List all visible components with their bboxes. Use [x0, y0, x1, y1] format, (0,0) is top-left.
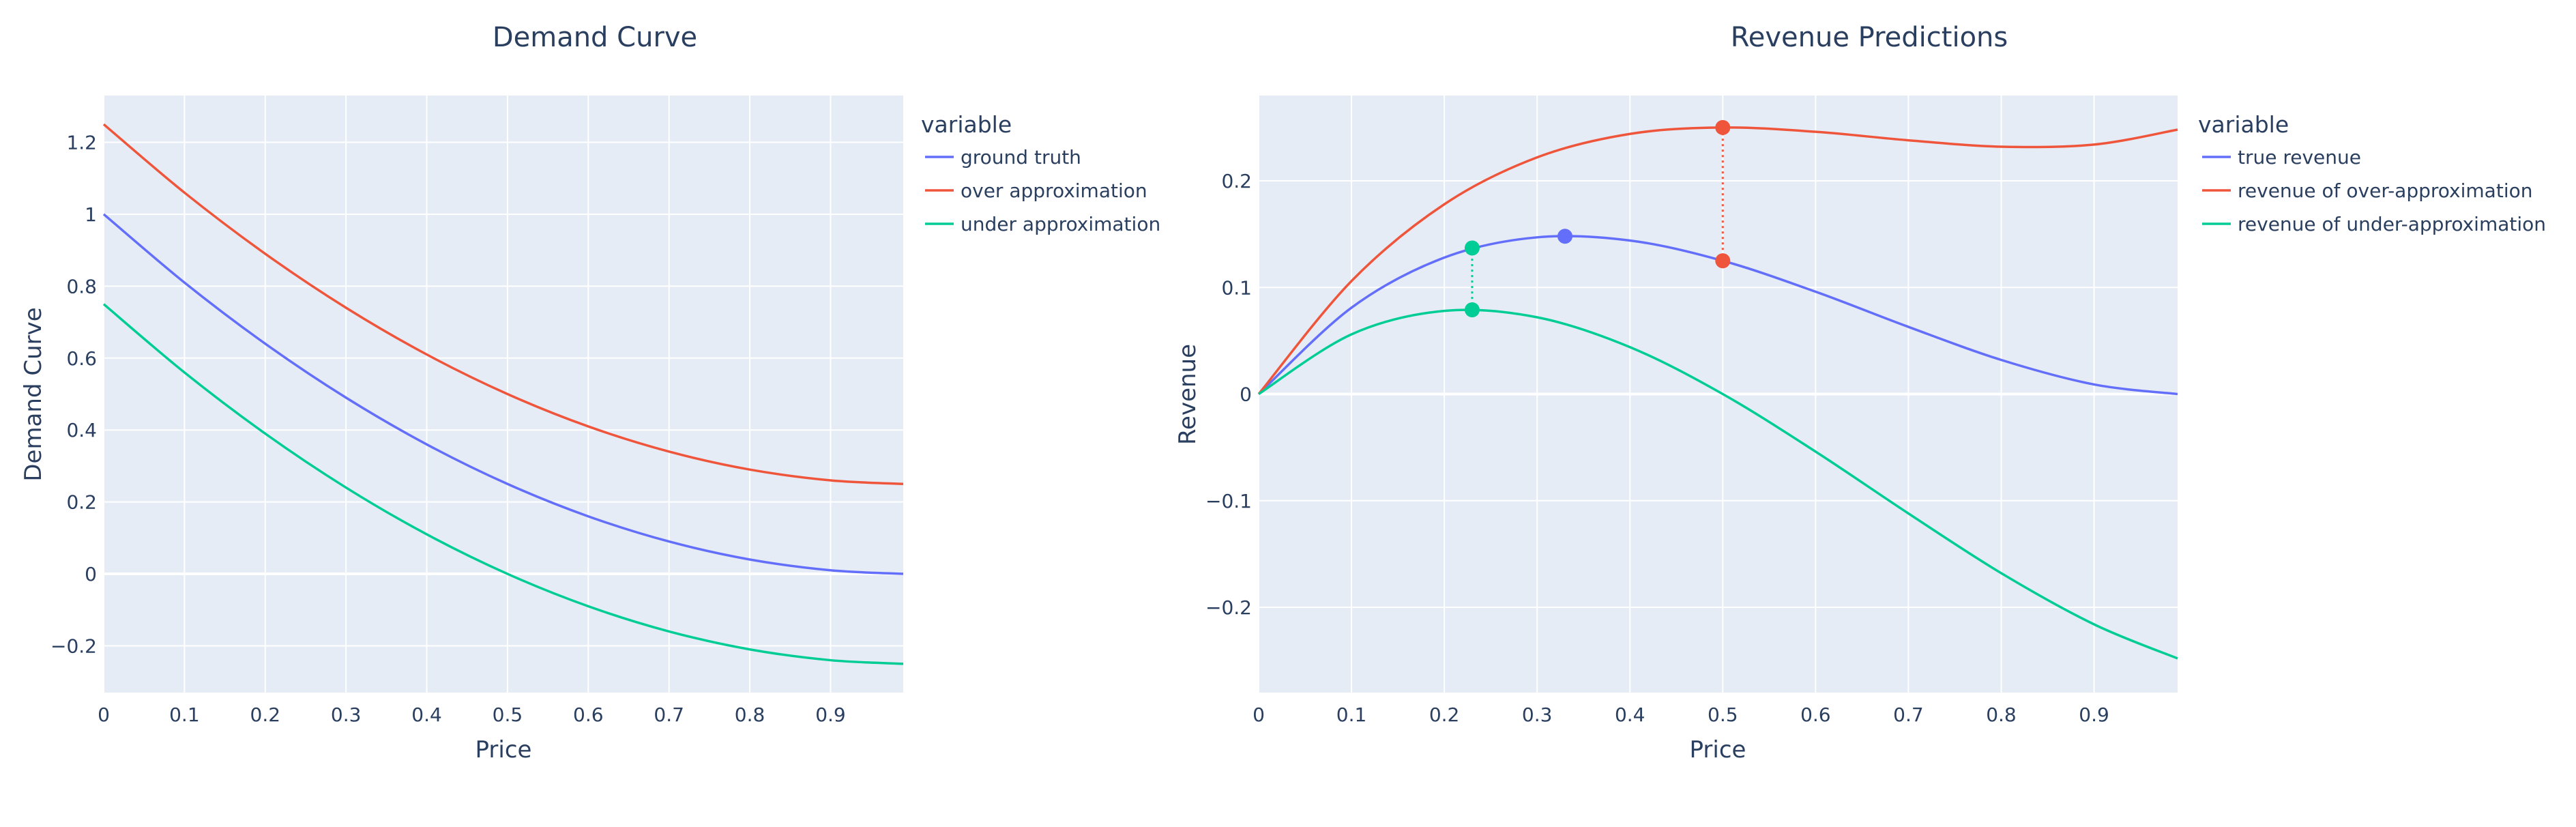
gridlines [103, 96, 903, 693]
legend-label: true revenue [2238, 146, 2361, 169]
y-tick-label: 0.6 [66, 347, 97, 370]
y-tick-labels: −0.2 −0.1 0 0.1 0.2 [1205, 170, 1252, 619]
x-tick-label: 0.9 [2079, 703, 2109, 726]
y-tick-label: 0 [1240, 383, 1252, 406]
legend: variable ground truth over approximation u… [921, 111, 1160, 235]
x-tick-labels: 0 0.1 0.2 0.3 0.4 0.5 0.6 0.7 0.8 0.9 [1253, 703, 2109, 726]
y-axis-title: Revenue [1174, 344, 1201, 445]
legend-item[interactable]: ground truth [925, 146, 1081, 169]
y-tick-label: −0.1 [1205, 490, 1252, 512]
point-marker [1557, 229, 1572, 244]
x-tick-label: 0.7 [1893, 703, 1924, 726]
legend-item[interactable]: revenue of under-approximation [2202, 213, 2546, 235]
y-tick-label: 0.4 [66, 419, 97, 441]
legend-title: variable [921, 111, 1012, 138]
legend-item[interactable]: true revenue [2202, 146, 2361, 169]
point-marker [1464, 240, 1480, 256]
x-tick-label: 0.1 [169, 703, 200, 726]
x-tick-label: 0.3 [1522, 703, 1553, 726]
y-tick-label: 0.1 [1221, 276, 1252, 299]
x-tick-label: 0.3 [331, 703, 362, 726]
series-line-over-approximation [102, 123, 904, 486]
x-tick-label: 0.8 [735, 703, 765, 726]
y-tick-label: 0.2 [66, 491, 97, 514]
legend-label: over approximation [961, 179, 1147, 202]
series-line-ground-truth [102, 213, 904, 575]
x-tick-label: 0.1 [1336, 703, 1367, 726]
legend-item[interactable]: under approximation [925, 213, 1160, 235]
chart-title: Demand Curve [493, 22, 697, 53]
x-tick-label: 0.5 [1708, 703, 1738, 726]
x-tick-label: 0.6 [1800, 703, 1831, 726]
point-markers [1464, 119, 1731, 318]
x-tick-label: 0.4 [411, 703, 442, 726]
x-tick-label: 0.6 [573, 703, 604, 726]
legend-item[interactable]: revenue of over-approximation [2202, 179, 2532, 202]
series-line-under-approximation [102, 303, 904, 665]
y-tick-label: 0.8 [66, 275, 97, 298]
gridlines [1258, 96, 2178, 693]
legend-label: revenue of over-approximation [2238, 179, 2532, 202]
x-tick-label: 0 [1253, 703, 1265, 726]
y-tick-label: 0.2 [1221, 170, 1252, 192]
point-marker [1464, 302, 1480, 318]
chart-title: Revenue Predictions [1731, 22, 2008, 53]
y-tick-label: −0.2 [50, 635, 97, 657]
legend-label: revenue of under-approximation [2238, 213, 2546, 235]
plot-area [104, 96, 903, 693]
series-lines [102, 123, 904, 665]
x-axis-title: Price [1690, 736, 1746, 764]
legend-title: variable [2198, 111, 2289, 138]
x-axis-title: Price [475, 736, 532, 764]
x-tick-label: 0 [98, 703, 110, 726]
point-marker [1715, 119, 1731, 135]
x-tick-label: 0.8 [1986, 703, 2017, 726]
x-tick-labels: 0 0.1 0.2 0.3 0.4 0.5 0.6 0.7 0.8 0.9 [98, 703, 846, 726]
legend-label: ground truth [961, 146, 1081, 169]
x-tick-label: 0.5 [493, 703, 523, 726]
x-tick-label: 0.9 [815, 703, 846, 726]
legend: variable true revenue revenue of over-app… [2198, 111, 2546, 235]
series-line-revenue-of-over-approximation [1257, 126, 2178, 395]
y-tick-label: 1 [85, 203, 97, 226]
y-tick-label: 1.2 [66, 132, 97, 154]
revenue-predictions-chart: 0 0.1 0.2 0.3 0.4 0.5 0.6 0.7 0.8 0.9 −0.2 −0.1 0 0.… [1174, 22, 2546, 764]
demand-curve-chart: 0 0.1 0.2 0.3 0.4 0.5 0.6 0.7 0.8 0.9 −0.2 0 0.2 0.4… [20, 22, 1160, 764]
x-tick-label: 0.4 [1615, 703, 1645, 726]
legend-label: under approximation [961, 213, 1160, 235]
x-tick-label: 0.2 [1429, 703, 1460, 726]
y-tick-labels: −0.2 0 0.2 0.4 0.6 0.8 1 1.2 [50, 132, 97, 658]
series-line-revenue-of-under-approximation [1258, 308, 2178, 660]
x-tick-label: 0.2 [250, 703, 281, 726]
legend-item[interactable]: over approximation [925, 179, 1147, 202]
point-marker [1715, 253, 1731, 269]
dotted-links [1471, 127, 1724, 310]
y-tick-label: −0.2 [1205, 596, 1252, 619]
y-axis-title: Demand Curve [20, 307, 47, 481]
x-tick-label: 0.7 [654, 703, 684, 726]
y-tick-label: 0 [85, 563, 97, 585]
